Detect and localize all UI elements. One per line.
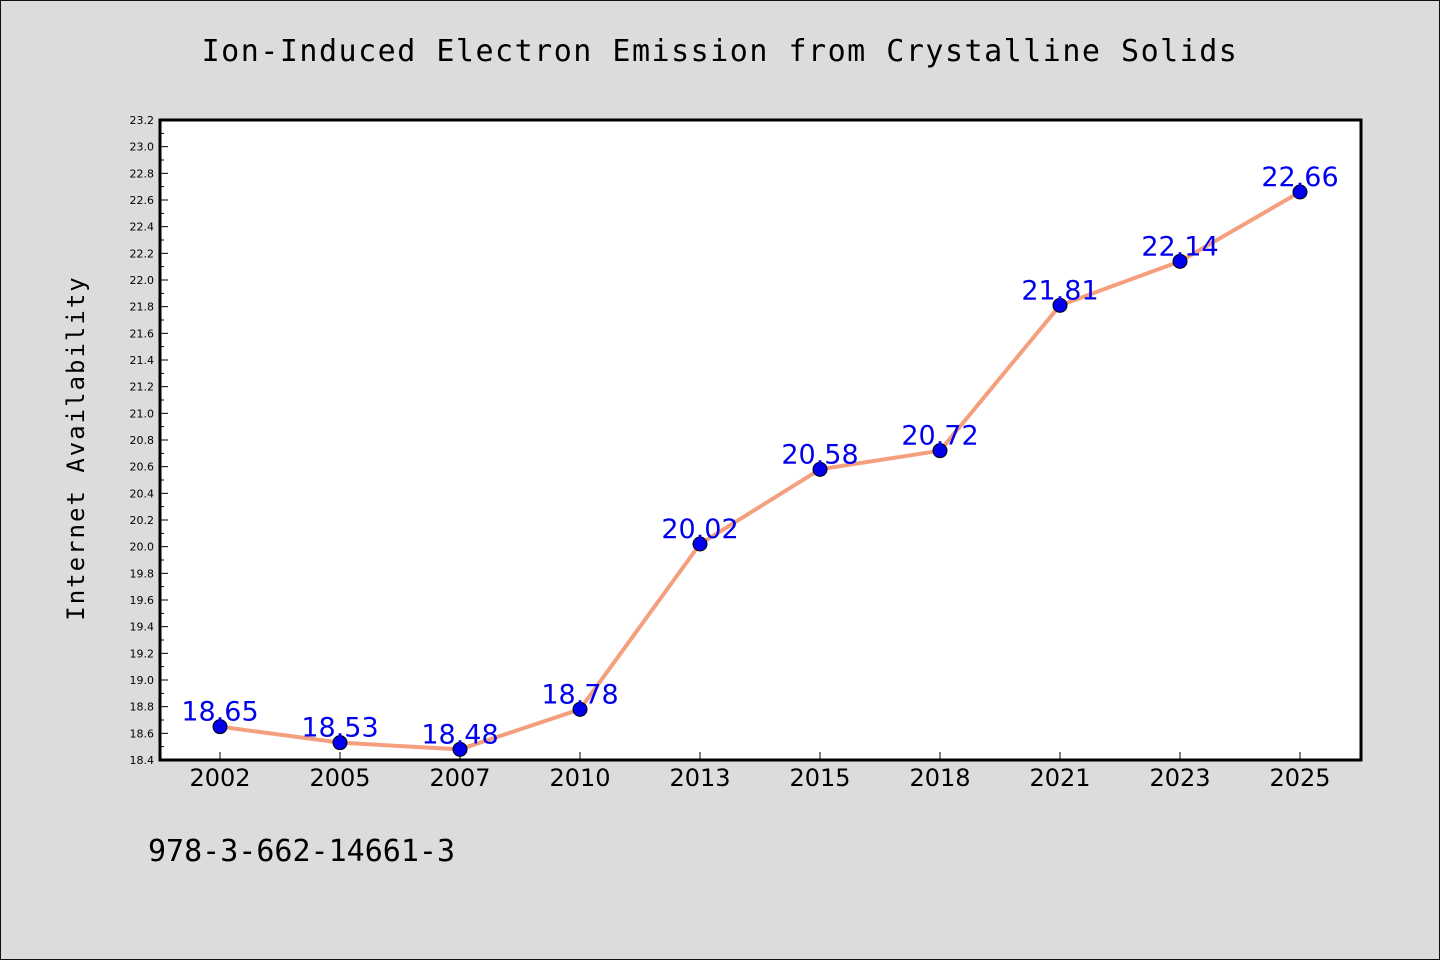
x-tick-label: 2018: [909, 764, 970, 792]
y-tick-label: 22.2: [130, 247, 155, 260]
y-tick-label: 21.8: [130, 301, 155, 314]
y-tick-label: 22.6: [130, 194, 155, 207]
y-tick-label: 23.2: [130, 114, 155, 127]
data-label: 20.58: [781, 439, 858, 470]
x-axis-ticks: 2002 2005 2007 2010 2013 2015 2018 2021 2023 2025: [189, 752, 1331, 792]
data-point: [692, 536, 708, 552]
data-point: [332, 735, 348, 751]
data-point: [1172, 253, 1188, 269]
y-tick-label: 19.2: [130, 647, 155, 660]
x-tick-label: 2025: [1269, 764, 1330, 792]
data-point: [572, 701, 588, 717]
y-tick-label: 20.0: [130, 541, 155, 554]
data-point: [452, 741, 468, 757]
data-label: 20.72: [901, 421, 978, 452]
data-label: 22.14: [1141, 231, 1218, 262]
y-tick-label: 22.4: [130, 221, 155, 234]
x-tick-label: 2021: [1029, 764, 1090, 792]
data-label: 20.02: [661, 514, 738, 545]
y-tick-label: 21.2: [130, 381, 155, 394]
x-tick-label: 2010: [549, 764, 610, 792]
y-tick-label: 20.2: [130, 514, 155, 527]
data-point: [1292, 184, 1308, 200]
y-tick-label: 19.8: [130, 567, 155, 580]
x-tick-label: 2013: [669, 764, 730, 792]
chart-title: Ion-Induced Electron Emission from Cryst…: [201, 34, 1239, 69]
data-label: 21.81: [1021, 275, 1098, 306]
y-tick-label: 22.8: [130, 167, 155, 180]
data-point: [212, 719, 228, 735]
y-tick-label: 19.0: [130, 674, 155, 687]
data-label: 18.53: [301, 713, 378, 744]
y-tick-label: 21.4: [130, 354, 155, 367]
data-point: [812, 461, 828, 477]
data-point: [932, 443, 948, 459]
y-tick-label: 19.6: [130, 594, 155, 607]
data-labels: 18.65 18.53 18.48 18.78 20.02 20.58 20.72 21.81…: [181, 162, 1338, 750]
data-label: 18.65: [181, 697, 258, 728]
y-tick-label: 21.6: [130, 327, 155, 340]
data-label: 18.48: [421, 719, 498, 750]
y-tick-label: 18.8: [130, 701, 155, 714]
data-label: 22.66: [1261, 162, 1338, 193]
y-tick-label: 18.6: [130, 727, 155, 740]
x-tick-label: 2023: [1149, 764, 1210, 792]
x-tick-label: 2007: [429, 764, 490, 792]
y-tick-label: 18.4: [130, 754, 155, 767]
y-tick-label: 20.6: [130, 461, 155, 474]
footer-isbn: 978-3-662-14661-3: [148, 834, 456, 869]
series-line: [219, 190, 1302, 752]
y-tick-label: 23.0: [130, 141, 155, 154]
y-tick-label: 20.4: [130, 487, 155, 500]
x-tick-label: 2015: [789, 764, 850, 792]
plot-area: [158, 118, 1363, 762]
y-tick-label: 19.4: [130, 621, 155, 634]
data-point: [1052, 297, 1068, 313]
y-tick-label: 20.8: [130, 434, 155, 447]
data-label: 18.78: [541, 679, 618, 710]
y-tick-label: 22.0: [130, 274, 155, 287]
y-tick-label: 21.0: [130, 407, 155, 420]
x-tick-label: 2005: [309, 764, 370, 792]
x-tick-label: 2002: [189, 764, 250, 792]
data-markers: [212, 184, 1308, 757]
y-axis-ticks: 18.4 18.6 18.8 19.0 19.2 19.4 19.6 19.8 20.0 20.2…: [130, 114, 168, 767]
